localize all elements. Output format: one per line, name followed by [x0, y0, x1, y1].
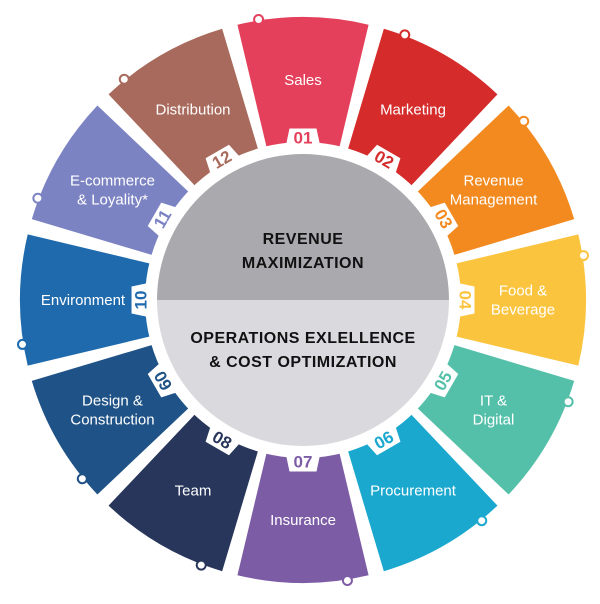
cog-tooth [285, 128, 321, 147]
segment-dot-12 [118, 73, 130, 85]
cog-tooth [205, 423, 242, 456]
segment-number-07: 07 [294, 453, 313, 472]
segment-divider [25, 223, 159, 264]
cog-tooth [147, 202, 180, 239]
segment-divider [447, 336, 581, 377]
segment-label-04: Food & Beverage [491, 282, 555, 318]
segment-label-01: Sales [284, 72, 322, 89]
segment-dot-08 [195, 559, 207, 571]
segment-label-06: Procurement [370, 482, 457, 499]
cog-tooth [364, 144, 401, 177]
segment-divider [98, 404, 199, 505]
cog-tooth [205, 144, 242, 177]
segment-dot-04 [578, 250, 590, 262]
center-bottom-half [157, 300, 449, 446]
segment-dot-03 [518, 115, 530, 127]
center-top-title: REVENUE MAXIMIZATION [242, 231, 364, 272]
segment-label-12: Distribution [155, 101, 230, 118]
segment-dot-07 [341, 575, 353, 587]
center-top-half [157, 154, 449, 300]
cog-tooth [426, 361, 459, 398]
segment-number-10: 10 [132, 291, 151, 310]
center-bottom-title: OPERATIONS EXLELLENCE & COST OPTIMIZATION [190, 330, 415, 371]
segment-dot-11 [32, 192, 44, 204]
segment-dot-10 [16, 338, 28, 350]
cog-tooth [147, 361, 180, 398]
segment-divider [447, 223, 581, 264]
segment-label-08: Team [175, 482, 212, 499]
segment-label-09: Design & Construction [70, 392, 154, 428]
segment-01 [237, 16, 369, 153]
segment-divider [407, 95, 508, 196]
segment-divider [98, 95, 199, 196]
segment-label-11: E-commerce & Loyality* [70, 172, 155, 208]
segment-number-04: 04 [456, 291, 475, 310]
segment-label-05: IT & Digital [473, 392, 515, 428]
cog-tooth [131, 282, 150, 318]
cog-tooth [426, 202, 459, 239]
segment-label-02: Marketing [380, 101, 446, 118]
cog-tooth [364, 423, 401, 456]
segment-label-03: Revenue Management [450, 172, 538, 208]
segment-number-01: 01 [294, 129, 313, 148]
segment-divider [339, 22, 380, 156]
segment-label-07: Insurance [270, 512, 336, 529]
segment-divider [226, 444, 267, 578]
segment-04 [450, 234, 586, 366]
segment-divider [226, 22, 267, 156]
segment-10 [19, 234, 156, 366]
segment-divider [25, 336, 159, 377]
segment-dot-01 [253, 13, 265, 25]
segment-divider [407, 404, 508, 505]
segment-dot-06 [476, 515, 488, 527]
segment-07 [237, 447, 369, 583]
segment-label-10: Environment [41, 292, 126, 309]
segment-dot-09 [76, 473, 88, 485]
segment-divider [339, 444, 380, 578]
cog-tooth [285, 453, 321, 472]
cog-tooth [456, 282, 475, 318]
segment-dot-05 [562, 396, 574, 408]
segment-dot-02 [399, 29, 411, 41]
